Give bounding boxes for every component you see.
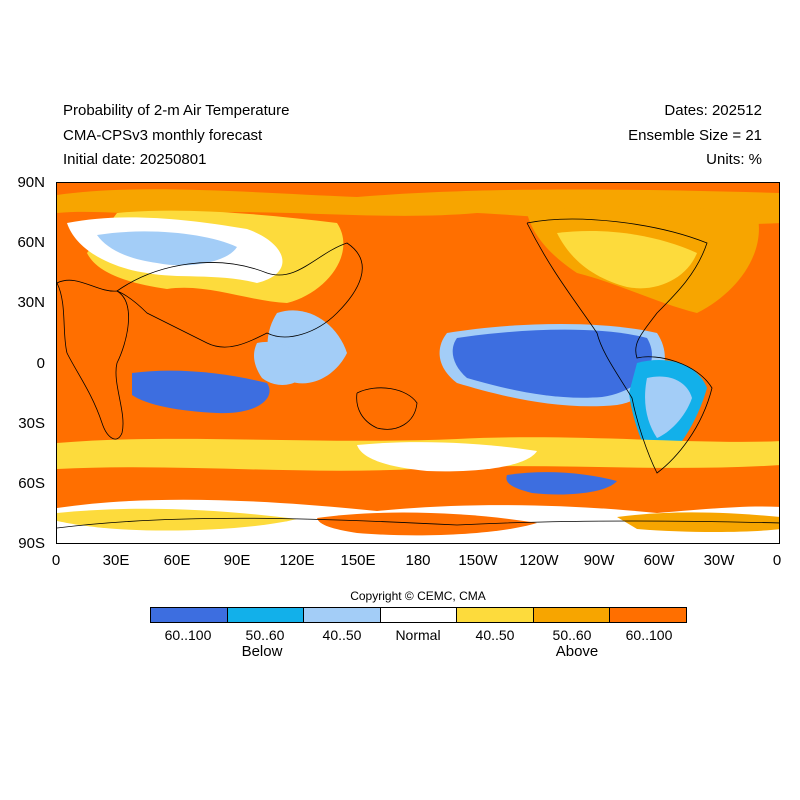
lon-label-120e: 120E xyxy=(279,552,315,569)
lat-label-30n: 30N xyxy=(17,294,45,311)
color-legend xyxy=(150,607,687,623)
legend-label-below-40-50: 40..50 xyxy=(322,627,362,643)
lon-label-90e: 90E xyxy=(223,552,251,569)
region-south-america-below-40 xyxy=(645,376,692,438)
legend-swatch-below-40-50 xyxy=(304,608,381,622)
lon-label-0: 0 xyxy=(51,552,61,569)
forecast-dates: Dates: 202512 xyxy=(664,102,762,119)
lat-label-90n: 90N xyxy=(17,174,45,191)
legend-label-above-50-60: 50..60 xyxy=(552,627,592,643)
lon-label-60e: 60E xyxy=(163,552,191,569)
legend-label-below-50-60: 50..60 xyxy=(245,627,285,643)
lon-label-30w: 30W xyxy=(703,552,735,569)
probability-map xyxy=(56,182,780,544)
legend-label-normal: Normal xyxy=(395,627,441,643)
lon-label-150e: 150E xyxy=(340,552,376,569)
lon-label-90w: 90W xyxy=(583,552,615,569)
lat-label-30s: 30S xyxy=(18,415,45,432)
legend-label-above-60-100: 60..100 xyxy=(625,627,673,643)
legend-label-above-40-50: 40..50 xyxy=(475,627,515,643)
model-name: CMA-CPSv3 monthly forecast xyxy=(63,127,263,144)
legend-swatch-above-40-50 xyxy=(457,608,534,622)
region-indian-ocean-below-60 xyxy=(132,370,270,414)
region-north-america-above-40 xyxy=(557,231,697,289)
lon-label-30e: 30E xyxy=(102,552,130,569)
lat-label-90s: 90S xyxy=(18,535,45,552)
legend-swatch-above-50-60 xyxy=(533,608,611,622)
ensemble-size: Ensemble Size = 21 xyxy=(628,127,762,144)
units: Units: % xyxy=(706,151,762,168)
map-canvas xyxy=(57,183,779,543)
region-siberia-below-40 xyxy=(97,231,237,266)
legend-swatch-above-60-100 xyxy=(610,608,687,622)
copyright-notice: Copyright © CEMC, CMA xyxy=(350,589,486,603)
legend-group-above: Above xyxy=(555,643,599,660)
region-indian-ocean-below-40 xyxy=(254,341,307,385)
region-southern-ocean-normal xyxy=(357,442,537,472)
lon-label-60w: 60W xyxy=(643,552,675,569)
region-antarctica-above-40 xyxy=(57,508,297,531)
lat-label-60s: 60S xyxy=(18,475,45,492)
map-title: Probability of 2-m Air Temperature xyxy=(63,102,290,119)
legend-group-below: Below xyxy=(241,643,283,660)
legend-swatch-normal xyxy=(380,608,458,622)
lon-label-120w: 120W xyxy=(519,552,559,569)
lon-label-0-end: 0 xyxy=(772,552,782,569)
region-south-pacific-below-60 xyxy=(506,472,617,495)
legend-swatch-below-60-100 xyxy=(151,608,228,622)
lat-label-60n: 60N xyxy=(17,234,45,251)
lon-label-180: 180 xyxy=(405,552,431,569)
coastlines xyxy=(57,218,779,529)
lon-label-150w: 150W xyxy=(458,552,498,569)
initial-date: Initial date: 20250801 xyxy=(63,151,207,168)
region-antarctica-above-50 xyxy=(617,512,779,532)
legend-swatch-below-50-60 xyxy=(227,608,305,622)
lat-label-equator: 0 xyxy=(36,355,45,372)
legend-label-below-60-100: 60..100 xyxy=(164,627,212,643)
